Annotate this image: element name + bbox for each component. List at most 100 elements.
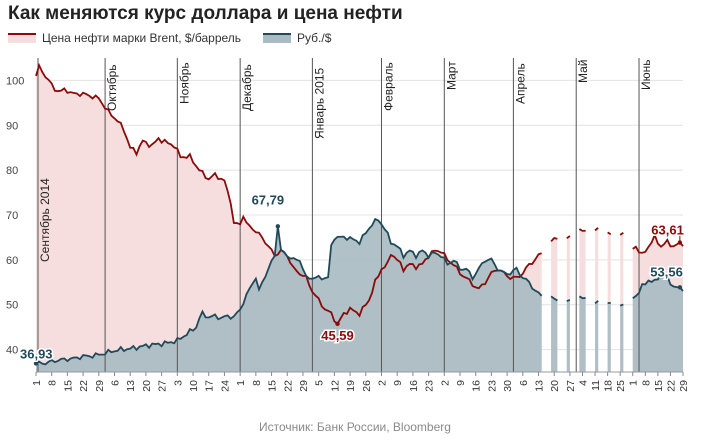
x-tick-label: 29	[678, 380, 690, 392]
month-label-2: Ноябрь	[177, 62, 191, 104]
x-tick-label: 27	[565, 380, 577, 392]
x-tick-label: 22	[282, 380, 294, 392]
month-label-0: Сентябрь 2014	[38, 178, 52, 262]
legend-item-rub: Руб./$	[263, 31, 331, 45]
x-tick-label: 16	[408, 380, 420, 392]
x-tick-label: 29	[298, 380, 310, 392]
x-tick-label: 20	[549, 380, 561, 392]
legend-swatch-oil	[8, 33, 36, 43]
oil-line-segment-1	[550, 237, 558, 242]
legend: Цена нефти марки Brent, $/баррель Руб./$	[8, 31, 353, 45]
annotation-label-4: 53,56	[650, 264, 683, 279]
x-tick-label: 8	[47, 380, 59, 386]
x-tick-label: 15	[653, 380, 665, 392]
annotation-label-3: 63,61	[651, 222, 684, 237]
x-tick-label: 15	[267, 380, 279, 392]
x-tick-label: 3	[172, 380, 184, 386]
month-label-8: Май	[576, 59, 590, 83]
x-tick-label: 30	[502, 380, 514, 392]
month-label-9: Июнь	[639, 59, 653, 90]
x-tick-label: 2	[376, 380, 388, 386]
month-label-7: Апрель	[513, 63, 527, 104]
oil-line-segment-2	[566, 235, 571, 239]
x-tick-label: 1	[628, 380, 640, 386]
oil-line-segment-3	[578, 228, 586, 232]
x-tick-label: 6	[110, 380, 122, 386]
rub-area-segment-7	[632, 273, 683, 372]
rub-area-segment-5	[607, 302, 611, 372]
rub-line-segment-6	[619, 303, 624, 307]
x-tick-label: 26	[361, 380, 373, 392]
rub-area-segment-3	[579, 296, 586, 372]
oil-line-segment-5	[607, 231, 612, 236]
legend-label-oil: Цена нефти марки Brent, $/баррель	[42, 31, 242, 45]
x-tick-label: 10	[188, 380, 200, 392]
x-tick-label: 18	[603, 380, 615, 392]
month-label-5: Февраль	[381, 62, 395, 111]
x-tick-label: 20	[141, 380, 153, 392]
rub-line-segment-4	[594, 300, 599, 304]
x-tick-label: 1	[31, 380, 43, 386]
y-tick-label: 40	[6, 345, 18, 357]
annotation-dot-2	[335, 321, 340, 327]
annotation-dot-1	[275, 224, 281, 229]
month-label-3: Декабрь	[240, 64, 254, 111]
rub-area-segment-1	[551, 296, 558, 372]
x-tick-label: 12	[329, 380, 341, 392]
rub-line-segment-2	[566, 299, 571, 302]
rub-line-segment-3	[578, 295, 586, 300]
x-tick-label: 9	[392, 380, 404, 386]
x-tick-label: 8	[640, 380, 652, 386]
rub-line-segment-0	[35, 217, 543, 366]
x-tick-label: 22	[665, 380, 677, 392]
x-tick-label: 16	[471, 380, 483, 392]
rub-area-segment-4	[595, 300, 599, 372]
x-tick-label: 27	[157, 380, 169, 392]
x-tick-label: 11	[590, 380, 602, 391]
legend-item-oil: Цена нефти марки Brent, $/баррель	[8, 31, 241, 45]
rub-area-segment-6	[620, 304, 624, 372]
x-tick-label: 22	[78, 380, 90, 392]
month-label-6: Март	[444, 61, 458, 90]
annotation-dot-0	[33, 361, 39, 366]
oil-line-segment-4	[594, 227, 599, 232]
oil-line-segment-6	[619, 231, 624, 236]
x-tick-label: 29	[94, 380, 106, 392]
y-tick-label: 60	[6, 255, 18, 267]
y-tick-label: 50	[6, 300, 18, 312]
rub-area-segment-2	[566, 299, 570, 372]
source-note: Источник: Банк России, Bloomberg	[259, 420, 451, 434]
annotation-dot-4	[677, 285, 683, 290]
annotation-label-2: 45,59	[321, 328, 354, 343]
y-tick-label: 100	[6, 75, 24, 87]
legend-swatch-rub	[263, 33, 292, 43]
y-tick-label: 90	[6, 120, 18, 132]
x-tick-label: 9	[455, 380, 467, 386]
x-tick-label: 4	[577, 380, 589, 386]
x-tick-label: 15	[62, 380, 74, 392]
x-tick-label: 25	[615, 380, 627, 392]
oil-line-segment-0	[35, 62, 542, 326]
x-tick-label: 24	[219, 380, 231, 392]
x-tick-label: 17	[204, 380, 216, 392]
rub-line-segment-1	[550, 295, 558, 302]
x-tick-label: 1	[235, 380, 247, 386]
annotation-dot-3	[677, 240, 683, 245]
chart-title: Как меняются курс доллара и цена нефти	[8, 3, 403, 24]
annotation-label-1: 67,79	[252, 192, 285, 207]
legend-label-rub: Руб./$	[297, 31, 332, 45]
oil-line-segment-7	[632, 232, 684, 254]
x-tick-label: 8	[251, 380, 263, 386]
x-tick-label: 13	[534, 380, 546, 392]
x-tick-label: 19	[345, 380, 357, 392]
x-tick-label: 2	[439, 380, 451, 386]
x-tick-label: 5	[314, 380, 326, 386]
x-tick-label: 13	[125, 380, 137, 392]
y-tick-label: 80	[6, 165, 18, 177]
rub-line-segment-7	[632, 272, 684, 299]
x-tick-label: 23	[424, 380, 436, 392]
month-label-1: Октябрь	[105, 64, 119, 111]
annotation-label-0: 36,93	[20, 346, 53, 361]
x-tick-label: 23	[486, 380, 498, 392]
